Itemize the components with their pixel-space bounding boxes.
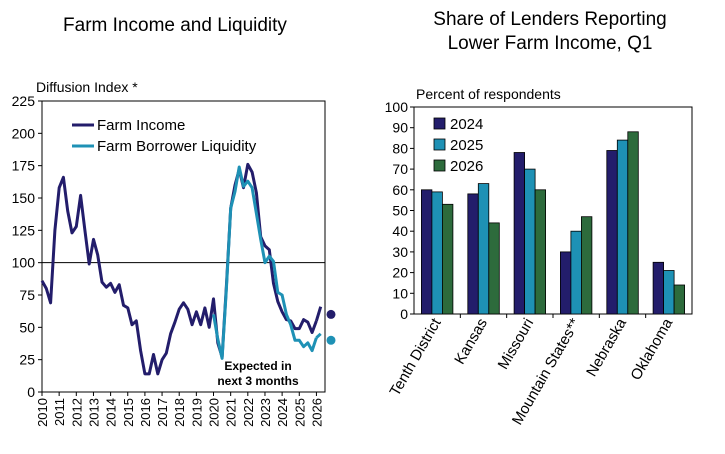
left-x-tick-label-2019: 2019 <box>189 398 204 427</box>
right-y-tick-label-40: 40 <box>392 223 408 239</box>
left-y-tick-label-100: 100 <box>12 255 36 271</box>
left-y-tick-label-75: 75 <box>19 287 35 303</box>
right-y-tick-label-100: 100 <box>385 99 409 115</box>
right-legend-label-2024: 2024 <box>450 116 483 133</box>
legend-label-0: Farm Income <box>97 117 185 134</box>
bar-2026-3 <box>581 216 593 315</box>
left-x-tick-label-2020: 2020 <box>207 398 222 427</box>
left-x-tick-label-2017: 2017 <box>155 398 170 427</box>
annotation-line-1: Expected in <box>224 359 291 373</box>
left-x-tick-label-2025: 2025 <box>292 398 307 427</box>
expected-dot-farm-borrower-liquidity <box>326 335 336 345</box>
left-y-tick-label-225: 225 <box>12 93 36 109</box>
right-y-axis-label: Percent of respondents <box>416 86 561 102</box>
category-label-4: Nebraska <box>583 315 630 380</box>
left-x-tick-label-2026: 2026 <box>309 398 324 427</box>
left-chart-title: Farm Income and Liquidity <box>63 15 287 36</box>
right-chart-title-line-2: Lower Farm Income, Q1 <box>447 33 653 54</box>
left-x-tick-label-2024: 2024 <box>275 398 290 427</box>
right-y-tick-label-70: 70 <box>392 161 408 177</box>
left-y-tick-label-25: 25 <box>19 352 35 368</box>
right-chart-title: Share of Lenders Reporting Lower Farm In… <box>380 8 720 56</box>
bar-2025-1 <box>477 183 490 315</box>
left-x-tick-label-2023: 2023 <box>258 398 273 427</box>
right-legend-swatch-2024 <box>433 117 446 130</box>
left-x-tick-label-2013: 2013 <box>86 398 101 427</box>
right-y-tick-label-60: 60 <box>392 182 408 198</box>
bar-2026-2 <box>534 189 546 315</box>
bar-2024-4 <box>606 150 618 315</box>
bar-2024-3 <box>560 251 572 315</box>
right-y-tick-label-50: 50 <box>392 203 408 219</box>
bar-2025-5 <box>663 270 675 315</box>
left-y-tick-label-0: 0 <box>27 384 35 400</box>
annotation-line-2: next 3 months <box>217 374 299 388</box>
left-x-tick-label-2015: 2015 <box>121 398 136 427</box>
right-chart-title-line-1: Share of Lenders Reporting <box>433 9 667 30</box>
category-label-1: Kansas <box>451 316 491 368</box>
bar-2025-0 <box>431 191 443 315</box>
category-label-2: Missouri <box>495 316 538 373</box>
bar-2024-0 <box>420 189 433 315</box>
bar-2026-4 <box>627 131 639 315</box>
left-plot-frame <box>41 100 326 393</box>
left-x-tick-label-2018: 2018 <box>172 398 187 427</box>
right-y-tick-label-80: 80 <box>392 140 408 156</box>
left-y-tick-label-125: 125 <box>12 222 36 238</box>
series-line-farm-income <box>40 162 318 376</box>
left-x-tick-label-2022: 2022 <box>241 398 256 427</box>
bar-2026-5 <box>673 284 685 315</box>
left-x-tick-label-2012: 2012 <box>69 398 84 427</box>
left-y-axis-label: Diffusion Index * <box>36 79 138 95</box>
left-y-tick-label-200: 200 <box>12 125 36 141</box>
legend-label-1: Farm Borrower Liquidity <box>97 138 257 155</box>
category-label-5: Oklahoma <box>627 315 676 383</box>
expected-dot-farm-income <box>326 309 336 319</box>
bar-2026-0 <box>441 203 454 315</box>
bar-2026-1 <box>488 222 500 315</box>
right-y-tick-label-0: 0 <box>400 306 408 322</box>
right-y-tick-label-30: 30 <box>392 244 408 260</box>
left-x-tick-label-2011: 2011 <box>52 398 67 426</box>
bar-2024-1 <box>467 193 479 315</box>
left-x-tick-label-2010: 2010 <box>35 398 50 427</box>
right-legend-swatch-2025 <box>433 138 446 151</box>
left-y-tick-label-150: 150 <box>12 190 36 206</box>
bar-2024-5 <box>652 261 664 315</box>
right-legend-swatch-2026 <box>433 159 446 172</box>
right-legend-label-2025: 2025 <box>450 137 483 154</box>
bar-2025-4 <box>616 139 629 315</box>
left-x-tick-label-2021: 2021 <box>224 398 239 427</box>
left-y-tick-label-50: 50 <box>19 319 35 335</box>
bar-2024-2 <box>513 152 525 315</box>
right-y-tick-label-20: 20 <box>392 265 408 281</box>
left-x-tick-label-2014: 2014 <box>104 398 119 427</box>
bar-2025-3 <box>570 230 582 315</box>
right-legend-label-2026: 2026 <box>450 158 483 175</box>
left-y-tick-label-175: 175 <box>12 158 36 174</box>
expected-segment-0 <box>314 306 323 322</box>
category-label-0: Tenth District <box>387 315 445 399</box>
right-y-tick-label-10: 10 <box>392 285 408 301</box>
bar-2025-2 <box>524 168 536 315</box>
left-x-tick-label-2016: 2016 <box>138 398 153 427</box>
expected-segment-1 <box>315 332 322 339</box>
farm-income-line-chart: Diffusion Index * 0 25 50 75 100 125 150 175 200 2… <box>12 79 336 427</box>
series-line-farm-borrower-liquidity <box>212 165 318 360</box>
right-y-tick-label-90: 90 <box>392 120 408 136</box>
